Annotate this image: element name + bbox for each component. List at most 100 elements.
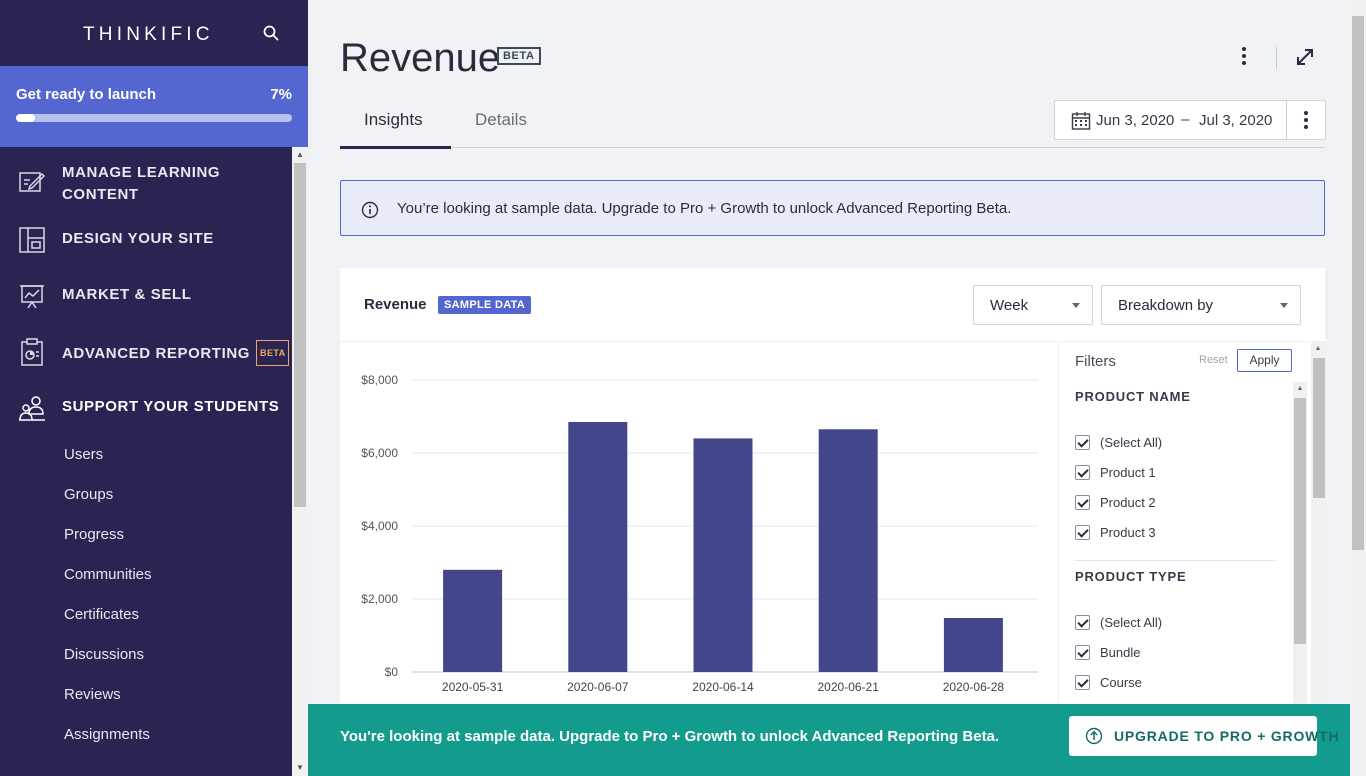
upgrade-button[interactable]: UPGRADE TO PRO + GROWTH bbox=[1069, 716, 1339, 756]
sidebar-scroll-thumb[interactable] bbox=[294, 163, 306, 507]
header-divider bbox=[1276, 47, 1277, 69]
sidebar-item-users[interactable]: Users bbox=[64, 446, 104, 463]
nav-support-your-students[interactable]: SUPPORT YOUR STUDENTS bbox=[0, 394, 292, 422]
nav-label: MANAGE LEARNING CONTENT bbox=[62, 164, 221, 203]
y-tick-label: $8,000 bbox=[361, 373, 398, 387]
filters-list-scroll-thumb[interactable] bbox=[1294, 398, 1306, 644]
expand-fullscreen-icon[interactable] bbox=[1294, 46, 1316, 68]
page-scroll-thumb[interactable] bbox=[1352, 16, 1364, 550]
card-title: Revenue bbox=[364, 296, 427, 313]
nav-design-your-site[interactable]: DESIGN YOUR SITE bbox=[0, 226, 292, 254]
banner-text: You’re looking at sample data. Upgrade t… bbox=[397, 200, 1012, 217]
filters-panel-scrollbar[interactable]: ▲ bbox=[1311, 342, 1326, 776]
scroll-up-arrow-icon[interactable]: ▲ bbox=[296, 150, 304, 159]
sidebar: THINKIFIC Get ready to launch 7% MANAGE … bbox=[0, 0, 308, 776]
upgrade-bar-text: You're looking at sample data. Upgrade t… bbox=[340, 728, 1000, 745]
filters-panel: Filters Reset Apply PRODUCT NAME (Select… bbox=[1058, 342, 1326, 776]
nav-label: SUPPORT YOUR STUDENTS bbox=[62, 398, 280, 415]
y-tick-label: $4,000 bbox=[361, 519, 398, 533]
date-separator: – bbox=[1181, 111, 1190, 128]
report-clipboard-icon bbox=[21, 338, 43, 366]
sidebar-item-communities[interactable]: Communities bbox=[64, 566, 152, 583]
info-icon bbox=[361, 201, 379, 219]
chart-bar[interactable] bbox=[693, 438, 753, 672]
checkbox-checked-icon[interactable] bbox=[1075, 615, 1090, 630]
filters-reset-button[interactable]: Reset bbox=[1199, 354, 1228, 366]
x-tick-label: 2020-05-31 bbox=[442, 680, 504, 694]
checkbox-checked-icon[interactable] bbox=[1075, 435, 1090, 450]
main-content: Revenue BETA Insights Details Jun 3, 202… bbox=[308, 0, 1350, 776]
date-end[interactable]: Jul 3, 2020 bbox=[1199, 112, 1273, 129]
revenue-chart: $8,000 $6,000 $4,000 $2,000 $0 2020-05-31 2020… bbox=[340, 342, 1058, 776]
sidebar-item-assignments[interactable]: Assignments bbox=[64, 726, 150, 743]
beta-tag: BETA bbox=[256, 340, 290, 366]
scroll-up-arrow-icon[interactable]: ▲ bbox=[1314, 345, 1322, 352]
nav-label: ADVANCED REPORTING BETA bbox=[62, 340, 290, 366]
page-title: Revenue bbox=[340, 36, 501, 80]
chart-bar[interactable] bbox=[568, 421, 628, 672]
checkbox-checked-icon[interactable] bbox=[1075, 525, 1090, 540]
sample-data-banner: You’re looking at sample data. Upgrade t… bbox=[340, 180, 1325, 236]
tab-details[interactable]: Details bbox=[475, 110, 527, 129]
x-tick-label: 2020-06-21 bbox=[818, 680, 880, 694]
filters-panel-scroll-thumb[interactable] bbox=[1313, 358, 1325, 498]
page-more-menu-icon[interactable] bbox=[1234, 46, 1254, 66]
filter-option-label: Product 1 bbox=[1100, 465, 1156, 480]
checkbox-checked-icon[interactable] bbox=[1075, 675, 1090, 690]
x-tick-label: 2020-06-14 bbox=[692, 680, 754, 694]
filters-title: Filters bbox=[1075, 353, 1116, 370]
arrow-up-circle-icon bbox=[1085, 727, 1103, 745]
tab-bar: Insights Details bbox=[340, 100, 1325, 149]
breakdown-select[interactable]: Breakdown by bbox=[1101, 285, 1301, 325]
thinkific-logo[interactable]: THINKIFIC bbox=[83, 24, 214, 45]
filters-list-scrollbar[interactable]: ▲ bbox=[1293, 382, 1307, 776]
search-icon[interactable] bbox=[262, 24, 280, 42]
beta-badge: BETA bbox=[497, 47, 541, 65]
checkbox-checked-icon[interactable] bbox=[1075, 645, 1090, 660]
period-select[interactable]: Week bbox=[973, 285, 1093, 325]
filter-option-label: Course bbox=[1100, 675, 1142, 690]
checkbox-checked-icon[interactable] bbox=[1075, 465, 1090, 480]
sidebar-item-discussions[interactable]: Discussions bbox=[64, 646, 145, 663]
revenue-bar-chart: $8,000 $6,000 $4,000 $2,000 $0 2020-05-31 2020… bbox=[361, 373, 1038, 694]
tab-insights[interactable]: Insights bbox=[364, 110, 423, 129]
nav-advanced-reporting[interactable]: ADVANCED REPORTING BETA bbox=[0, 338, 292, 366]
sidebar-item-certificates[interactable]: Certificates bbox=[64, 606, 140, 623]
launch-title: Get ready to launch bbox=[16, 86, 157, 103]
filters-apply-button[interactable]: Apply bbox=[1237, 349, 1292, 372]
nav-label: DESIGN YOUR SITE bbox=[62, 230, 214, 247]
chart-presentation-icon bbox=[20, 285, 44, 309]
scroll-up-arrow-icon[interactable]: ▲ bbox=[1296, 385, 1304, 392]
filter-option-label: Product 3 bbox=[1100, 525, 1156, 540]
revenue-card: Revenue SAMPLE DATA Week Breakdown by $8… bbox=[340, 268, 1326, 776]
page-scrollbar[interactable] bbox=[1350, 0, 1366, 776]
filter-option-label: (Select All) bbox=[1100, 615, 1163, 630]
filter-divider bbox=[1075, 560, 1275, 561]
y-tick-label: $6,000 bbox=[361, 446, 398, 460]
filter-option-label: (Select All) bbox=[1100, 435, 1163, 450]
launch-percent: 7% bbox=[270, 86, 292, 103]
filter-group-title: PRODUCT NAME bbox=[1075, 389, 1191, 404]
students-icon bbox=[19, 396, 45, 421]
chevron-down-icon bbox=[1280, 303, 1288, 308]
sidebar-item-reviews[interactable]: Reviews bbox=[64, 686, 121, 703]
nav-manage-learning-content[interactable]: MANAGE LEARNING CONTENT bbox=[0, 160, 292, 208]
sidebar-scrollbar[interactable]: ▲ ▼ bbox=[292, 147, 308, 776]
layout-icon bbox=[19, 227, 45, 253]
scroll-down-arrow-icon[interactable]: ▼ bbox=[296, 763, 304, 772]
sidebar-item-groups[interactable]: Groups bbox=[64, 486, 114, 503]
edit-content-icon bbox=[19, 172, 46, 192]
date-start[interactable]: Jun 3, 2020 bbox=[1096, 112, 1175, 129]
chart-bar[interactable] bbox=[443, 569, 503, 672]
date-more-menu-icon[interactable] bbox=[1296, 110, 1316, 130]
chart-bar[interactable] bbox=[943, 617, 1003, 672]
chart-bar[interactable] bbox=[818, 429, 878, 672]
nav-market-and-sell[interactable]: MARKET & SELL bbox=[0, 282, 292, 310]
date-divider bbox=[1286, 101, 1287, 139]
checkbox-checked-icon[interactable] bbox=[1075, 495, 1090, 510]
calendar-icon bbox=[1071, 112, 1091, 130]
launch-progress-card[interactable]: Get ready to launch 7% bbox=[0, 66, 308, 147]
sidebar-item-progress[interactable]: Progress bbox=[64, 526, 125, 543]
date-range-picker[interactable]: Jun 3, 2020 – Jul 3, 2020 bbox=[1054, 100, 1326, 140]
launch-progress-bar bbox=[16, 114, 292, 122]
